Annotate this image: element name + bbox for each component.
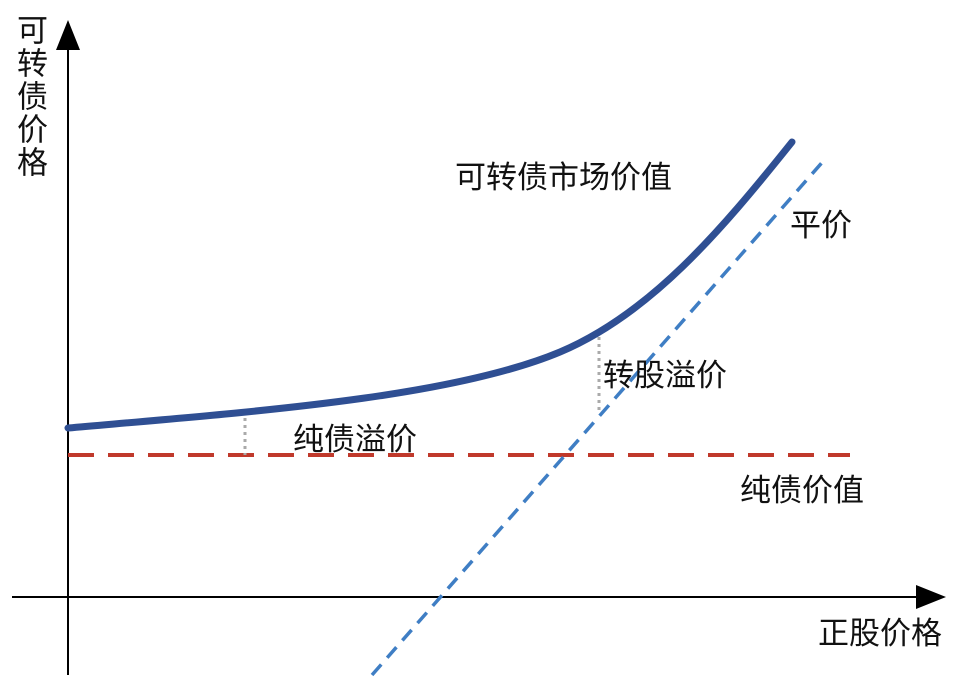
bond-premium-label: 纯债溢价 [293, 422, 417, 458]
bond-floor-label: 纯债价值 [740, 473, 864, 509]
conversion-premium-label: 转股溢价 [603, 358, 727, 394]
y-axis-arrow [56, 20, 80, 50]
market-value-curve [64, 138, 796, 432]
y-axis-label: 可转债价格 [11, 14, 47, 179]
market-value-label: 可转债市场价值 [455, 160, 672, 196]
parity-label: 平价 [790, 208, 852, 244]
x-axis-arrow [916, 585, 946, 609]
x-axis-label: 正股价格 [818, 616, 942, 652]
